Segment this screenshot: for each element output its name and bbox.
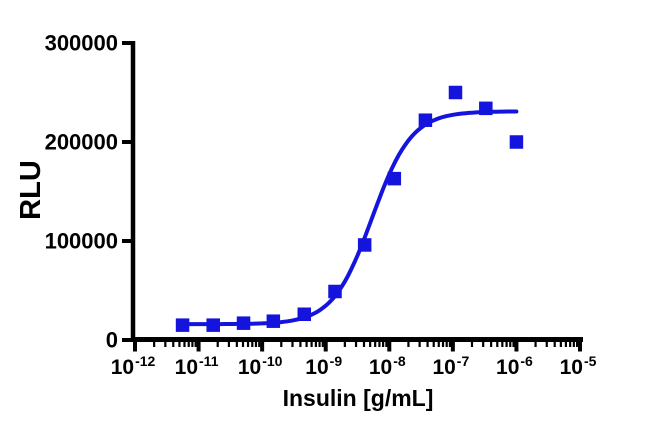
y-tick-label: 100000 [45,229,118,254]
y-axis-title: RLU [15,160,47,220]
x-tick-label: 10-7 [432,353,469,379]
x-tick-label: 10-11 [175,353,219,379]
data-point [206,318,220,332]
data-point [266,314,281,328]
x-axis-ticks: 10-12 10-11 10-10 10-9 10-8 10-7 10-6 10-5 [111,342,597,379]
data-point [448,85,463,100]
data-points [175,85,524,332]
data-point [418,113,433,127]
y-axis-ticks: 0 100000 200000 300000 [45,31,131,353]
fit-curve-path [180,109,519,327]
data-point [297,307,312,322]
data-point [236,316,251,330]
x-tick-label: 10-6 [496,353,533,379]
axes [130,41,583,342]
x-tick-label: 10-8 [369,353,406,379]
data-point [387,171,402,186]
x-tick-label: 10-12 [111,353,156,379]
fit-curve [180,109,519,327]
data-point [328,284,342,299]
data-point [479,101,493,116]
y-tick-label: 300000 [45,31,118,56]
y-tick-label: 200000 [45,130,118,155]
x-axis-title: Insulin [g/mL] [283,385,434,411]
x-tick-label: 10-10 [238,353,283,379]
x-tick-label: 10-9 [305,353,342,379]
data-point [509,135,524,149]
data-point [175,318,190,332]
data-point [357,238,372,252]
x-tick-label: 10-5 [560,353,597,379]
y-tick-label: 0 [106,328,118,353]
